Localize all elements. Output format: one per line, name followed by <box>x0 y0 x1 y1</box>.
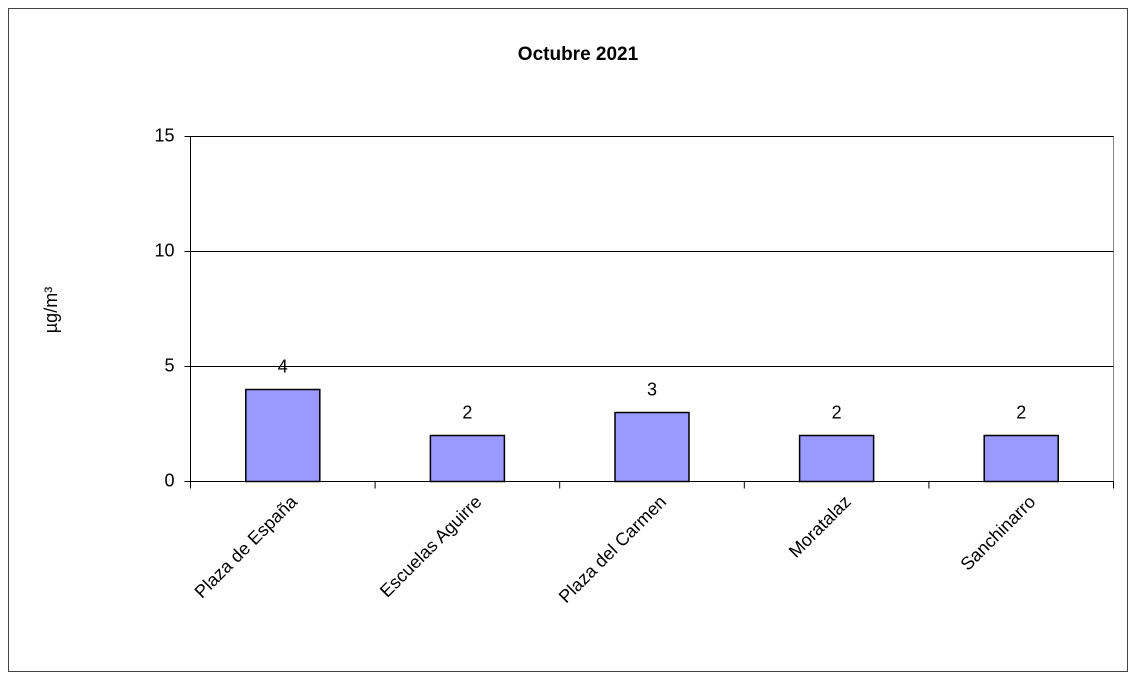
chart-title: Octubre 2021 <box>518 44 639 65</box>
y-tick-label: 5 <box>164 355 174 375</box>
bar <box>429 434 506 483</box>
y-tick-label: 15 <box>154 125 174 145</box>
y-tick-label: 10 <box>154 240 174 260</box>
bar <box>614 411 690 483</box>
data-label: 4 <box>278 356 288 376</box>
data-label: 2 <box>1016 402 1026 422</box>
bar <box>798 434 875 483</box>
data-label: 3 <box>647 379 657 399</box>
bar <box>983 434 1059 483</box>
y-axis-label: µg/m³ <box>41 287 61 333</box>
y-tick-label: 0 <box>164 470 174 490</box>
data-label: 2 <box>832 402 842 422</box>
data-label: 2 <box>462 402 472 422</box>
bar <box>245 388 321 483</box>
